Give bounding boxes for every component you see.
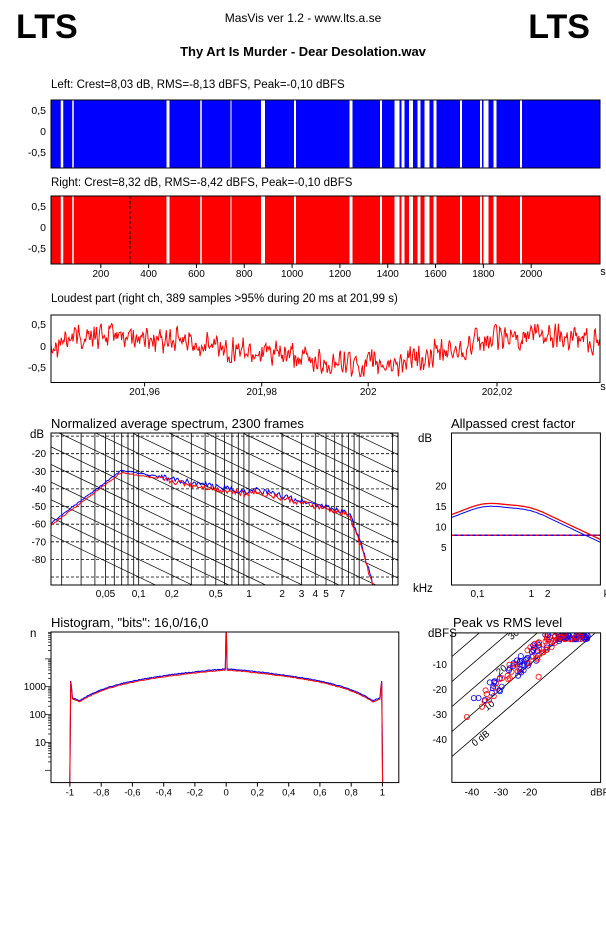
- svg-text:2: 2: [545, 589, 551, 600]
- svg-text:0: 0: [40, 341, 46, 353]
- svg-text:0,1: 0,1: [471, 589, 485, 600]
- svg-text:1000: 1000: [24, 682, 47, 693]
- svg-text:-20: -20: [32, 449, 47, 460]
- svg-text:2: 2: [279, 589, 285, 600]
- svg-text:-10: -10: [432, 660, 447, 671]
- svg-text:-0,2: -0,2: [187, 788, 203, 799]
- svg-text:0: 0: [40, 126, 46, 138]
- svg-text:0,5: 0,5: [209, 589, 223, 600]
- svg-text:1800: 1800: [472, 269, 495, 280]
- svg-text:-40: -40: [432, 735, 447, 746]
- svg-text:100: 100: [29, 710, 46, 721]
- svg-text:dB: dB: [418, 433, 432, 445]
- svg-text:1600: 1600: [424, 269, 447, 280]
- svg-text:202: 202: [360, 387, 377, 398]
- svg-text:MasVis ver 1.2 - www.lts.a.se: MasVis ver 1.2 - www.lts.a.se: [225, 11, 382, 25]
- svg-text:1: 1: [380, 788, 385, 799]
- svg-text:-0,8: -0,8: [93, 788, 109, 799]
- svg-text:n: n: [30, 628, 36, 640]
- svg-text:200: 200: [92, 269, 109, 280]
- svg-text:-70: -70: [32, 537, 47, 548]
- svg-text:1: 1: [529, 589, 535, 600]
- svg-text:800: 800: [236, 269, 253, 280]
- svg-text:0,5: 0,5: [31, 105, 46, 117]
- svg-text:-20: -20: [432, 685, 447, 696]
- svg-text:0,2: 0,2: [165, 589, 179, 600]
- svg-text:Normalized average spectrum, 2: Normalized average spectrum, 2300 frames: [51, 416, 304, 431]
- svg-text:5: 5: [323, 589, 329, 600]
- svg-text:1400: 1400: [377, 269, 400, 280]
- svg-text:0: 0: [40, 222, 46, 234]
- svg-text:-60: -60: [32, 520, 47, 531]
- svg-text:-40: -40: [32, 484, 47, 495]
- svg-text:-0,4: -0,4: [156, 788, 172, 799]
- svg-text:-20: -20: [523, 787, 538, 798]
- svg-text:5: 5: [441, 543, 447, 554]
- svg-text:3: 3: [299, 589, 305, 600]
- svg-text:s: s: [600, 266, 606, 278]
- svg-text:LTS: LTS: [528, 8, 590, 46]
- svg-text:201,98: 201,98: [246, 387, 277, 398]
- svg-text:s: s: [600, 381, 606, 393]
- svg-text:10: 10: [35, 738, 47, 749]
- svg-text:Thy Art Is Murder - Dear Desol: Thy Art Is Murder - Dear Desolation.wav: [180, 44, 427, 59]
- svg-text:1: 1: [246, 589, 252, 600]
- svg-text:-0,5: -0,5: [28, 147, 46, 159]
- svg-text:-50: -50: [32, 502, 47, 513]
- svg-text:0,2: 0,2: [251, 788, 264, 799]
- svg-text:1200: 1200: [329, 269, 352, 280]
- svg-text:2000: 2000: [520, 269, 543, 280]
- svg-text:-1: -1: [66, 788, 74, 799]
- svg-text:0,5: 0,5: [31, 201, 46, 213]
- svg-text:-30: -30: [432, 710, 447, 721]
- svg-text:-0,6: -0,6: [124, 788, 140, 799]
- svg-text:Histogram, "bits": 16,0/16,0: Histogram, "bits": 16,0/16,0: [51, 615, 208, 630]
- svg-text:0,1: 0,1: [132, 589, 146, 600]
- svg-text:0,05: 0,05: [96, 589, 116, 600]
- svg-text:4: 4: [313, 589, 319, 600]
- svg-text:0: 0: [224, 788, 229, 799]
- svg-text:1000: 1000: [281, 269, 304, 280]
- svg-text:dB: dB: [30, 429, 44, 441]
- svg-text:7: 7: [339, 589, 345, 600]
- svg-text:-40: -40: [465, 787, 480, 798]
- svg-text:400: 400: [140, 269, 157, 280]
- svg-text:0,8: 0,8: [345, 788, 358, 799]
- svg-text:Right: Crest=8,32 dB, RMS=-8,4: Right: Crest=8,32 dB, RMS=-8,42 dBFS, Pe…: [51, 177, 353, 189]
- svg-text:Allpassed crest factor: Allpassed crest factor: [451, 416, 576, 431]
- svg-text:10: 10: [435, 523, 447, 534]
- svg-text:0,5: 0,5: [31, 319, 46, 331]
- svg-text:600: 600: [188, 269, 205, 280]
- svg-text:15: 15: [435, 502, 447, 513]
- svg-text:20: 20: [435, 481, 447, 492]
- svg-text:-30: -30: [494, 787, 509, 798]
- svg-text:0,4: 0,4: [282, 788, 295, 799]
- svg-text:0,6: 0,6: [313, 788, 326, 799]
- svg-text:-30: -30: [32, 467, 47, 478]
- svg-text:Left: Crest=8,03 dB, RMS=-8,13: Left: Crest=8,03 dB, RMS=-8,13 dBFS, Pea…: [51, 79, 345, 91]
- svg-text:dBFS: dBFS: [428, 628, 457, 640]
- svg-text:LTS: LTS: [16, 8, 78, 46]
- svg-text:-80: -80: [32, 555, 47, 566]
- svg-text:201,96: 201,96: [129, 387, 160, 398]
- svg-text:Peak vs RMS level: Peak vs RMS level: [453, 615, 562, 630]
- svg-text:-0,5: -0,5: [28, 362, 46, 374]
- svg-text:202,02: 202,02: [482, 387, 513, 398]
- svg-text:kHz: kHz: [413, 583, 433, 595]
- svg-text:dBFS: dBFS: [590, 787, 606, 798]
- svg-text:Loudest part (right ch, 389 sa: Loudest part (right ch, 389 samples >95%…: [51, 293, 398, 305]
- svg-text:-0,5: -0,5: [28, 243, 46, 255]
